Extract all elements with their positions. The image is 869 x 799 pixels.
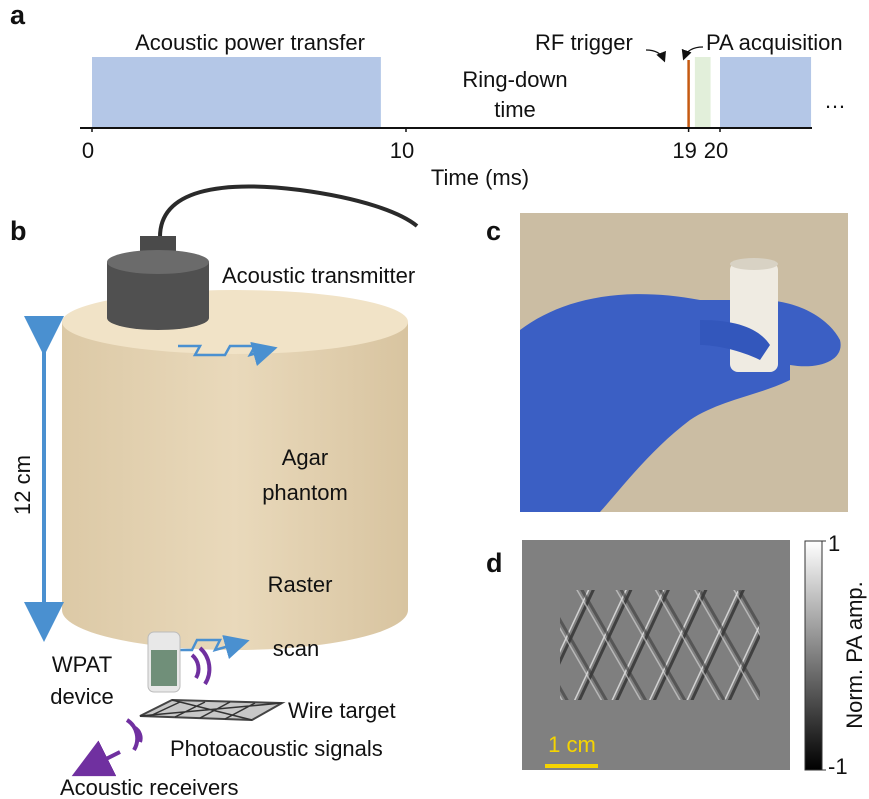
x-tick-label: 20 — [704, 138, 728, 163]
device-circuit — [151, 650, 177, 686]
pointer — [684, 47, 703, 58]
signal-arcs — [127, 720, 141, 750]
scale-bar-label: 1 cm — [548, 732, 596, 757]
signals-label: Photoacoustic signals — [170, 736, 383, 761]
power-label: Acoustic power transfer — [135, 30, 365, 55]
pointer — [646, 50, 664, 60]
ring-down-label: Ring-down — [462, 67, 567, 92]
panel-c: c — [486, 213, 848, 512]
panel-d: d Norm. PA amp. 1 cm — [486, 540, 867, 770]
x-tick-label: 19 — [672, 138, 696, 163]
ring-down-label: time — [494, 97, 536, 122]
signal-arcs — [192, 648, 209, 684]
phantom-body — [62, 322, 408, 650]
colorbar — [805, 541, 822, 770]
colorbar-tick-label: -1 — [828, 754, 848, 779]
phantom-label: phantom — [262, 480, 348, 505]
raster-label: Raster — [268, 572, 333, 597]
cable — [160, 186, 417, 237]
panel-label: c — [486, 216, 501, 246]
panel-label: a — [10, 0, 26, 30]
acquisition-label: PA acquisition — [706, 30, 843, 55]
receivers-label: Acoustic receivers — [60, 775, 239, 799]
colorbar-label: Norm. PA amp. — [842, 581, 867, 729]
height-label: 12 cm — [10, 455, 35, 515]
ellipsis: … — [824, 88, 846, 113]
figure: a Acoustic power transfer Ring-down time… — [0, 0, 869, 799]
device-photo-top — [730, 258, 778, 270]
power-block — [720, 57, 811, 128]
wire-label: Wire target — [288, 698, 396, 723]
panel-a: a Acoustic power transfer Ring-down time… — [10, 0, 846, 190]
panel-label: d — [486, 548, 503, 578]
trigger-label: RF trigger — [535, 30, 633, 55]
acquisition-block — [695, 57, 711, 128]
panel-b: b 12 cm Acoustic transmitter Agar phanto… — [10, 186, 417, 799]
transmitter-label: Acoustic transmitter — [222, 263, 415, 288]
x-axis-label: Time (ms) — [431, 165, 529, 190]
device-label: device — [50, 684, 114, 709]
x-tick-label: 10 — [390, 138, 414, 163]
phantom-label: Agar — [282, 445, 328, 470]
x-tick-label: 0 — [82, 138, 94, 163]
device-label: WPAT — [52, 652, 112, 677]
receiver-arrow — [86, 752, 120, 769]
pa-image-wires — [560, 590, 760, 700]
panel-label: b — [10, 216, 27, 246]
transducer-top — [107, 250, 209, 274]
colorbar-tick-label: 1 — [828, 531, 840, 556]
raster-label: scan — [273, 636, 319, 661]
power-block — [92, 57, 381, 128]
